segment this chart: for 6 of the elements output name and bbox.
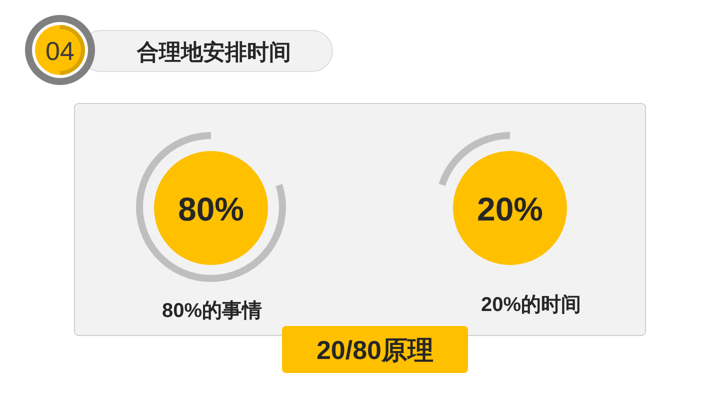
- annotation: 20/80原理: [316, 335, 434, 365]
- badge-number: 04: [46, 36, 74, 66]
- title: 80%的事情: [162, 300, 262, 322]
- title: 合理地安排时间: [137, 40, 291, 64]
- center-label: 80%: [178, 190, 244, 228]
- title: 20%的时间: [480, 294, 582, 316]
